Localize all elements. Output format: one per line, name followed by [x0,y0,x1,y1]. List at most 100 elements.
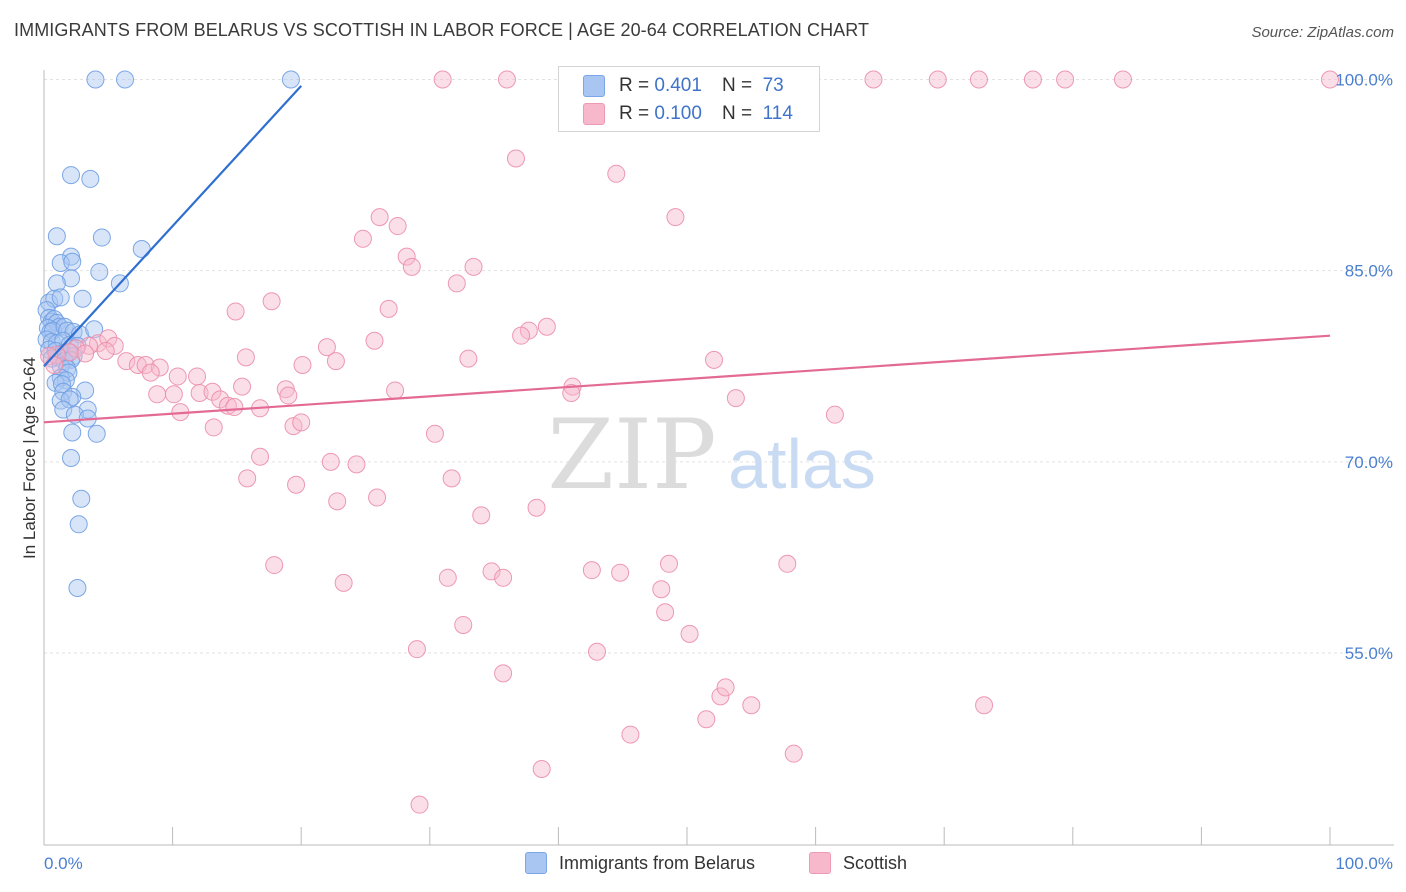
scottish-point [611,563,630,582]
legend-swatch-scottish [583,103,605,125]
watermark: ZIP atlas [547,399,876,511]
scottish-point [1113,70,1132,89]
scottish-point [494,568,513,587]
scottish-point [928,70,947,89]
scottish-point [425,424,444,443]
scottish-point [705,350,724,369]
scottish-point [659,554,678,573]
belarus-point [63,423,82,442]
bottom-legend-belarus: Immigrants from Belarus [525,852,755,874]
scottish-point [386,381,405,400]
y-tick-label: 85.0% [1345,262,1393,281]
scottish-point [680,624,699,643]
axes [43,70,1394,846]
scottish-point [251,447,270,466]
scottish-point [326,352,345,371]
scottish-point [652,580,671,599]
belarus-point [63,252,82,271]
belarus-point [85,320,104,339]
belarus-point [87,424,106,443]
scottish-point [784,744,803,763]
scottish-point [287,475,306,494]
scottish-point [482,562,501,581]
scottish-point [402,257,421,276]
x-tick-label: 0.0% [44,854,83,873]
scottish-point [494,664,513,683]
scottish-point [379,299,398,318]
belarus-point [51,288,70,307]
legend-n-value-scottish: 114 [762,103,793,124]
scottish-point [532,759,551,778]
belarus-point [62,166,81,185]
scottish-point [211,390,230,409]
belarus-point [86,70,105,89]
scottish-point [438,568,457,587]
bottom-legend-label-belarus: Immigrants from Belarus [559,852,756,873]
belarus-point [68,579,87,598]
scottish-point [537,317,556,336]
y-tick-label: 100.0% [1335,71,1393,90]
chart-title: IMMIGRANTS FROM BELARUS VS SCOTTISH IN L… [14,20,870,40]
bottom-swatch-belarus [525,852,547,874]
scottish-point [150,358,169,377]
scottish-point [321,452,340,471]
scottish-point [347,455,366,474]
scottish-point [40,347,59,366]
scottish-point [562,384,581,403]
bottom-legend-label-scottish: Scottish [843,852,908,873]
scottish-point [368,488,387,507]
scottish-point [164,385,183,404]
legend-n-value-belarus: 73 [762,75,784,96]
scottish-point [726,389,745,408]
scottish-point [1023,70,1042,89]
scottish-point [168,367,187,386]
legend-n-label: N = [721,103,753,124]
scottish-point [1056,70,1075,89]
scottish-point [975,696,994,715]
scottish-point [203,382,222,401]
scottish-point [506,149,525,168]
scottish-point [265,556,284,575]
bottom-legend-scottish: Scottish [809,852,907,874]
watermark-zip: ZIP [547,399,716,511]
scottish-point [527,498,546,517]
scottish-point [141,363,160,382]
scottish-point [497,70,516,89]
scottish-point [472,506,491,525]
scottish-point [388,217,407,236]
scottish-point [293,355,312,374]
scottish-point [365,331,384,350]
legend-r-value-belarus: 0.401 [654,75,702,96]
scottish-point [292,413,311,432]
scottish-point [825,405,844,424]
scottish-point [442,469,461,488]
trend-lines [43,85,1331,424]
scottish-point [447,274,466,293]
scottish-point [334,573,353,592]
scottish-point [969,70,988,89]
scottish-point [697,710,716,729]
belarus-point [281,70,300,89]
scottish-point [238,469,257,488]
legend-row-scottish: R = 0.100 N = 114 [583,101,793,127]
scottish-point [76,344,95,363]
belarus-point [81,169,100,188]
scottish-point [587,642,606,661]
scottish-point [328,492,347,511]
belarus-point [62,449,81,468]
belarus-point [51,254,70,273]
scottish-point [317,338,336,357]
legend-swatch-belarus [583,75,605,97]
scottish-trend-line [43,334,1331,424]
scottish-point [464,257,483,276]
belarus-point [47,227,66,246]
scottish-point [716,678,735,697]
scottish-point [433,70,452,89]
scottish-point [407,640,426,659]
scottish-point [742,696,761,715]
tick-labels: 100.0% 85.0% 70.0% 55.0% 0.0% 100.0% [44,71,1393,874]
scottish-point [656,603,675,622]
scottish-point [117,352,136,371]
bottom-swatch-scottish [809,852,831,874]
